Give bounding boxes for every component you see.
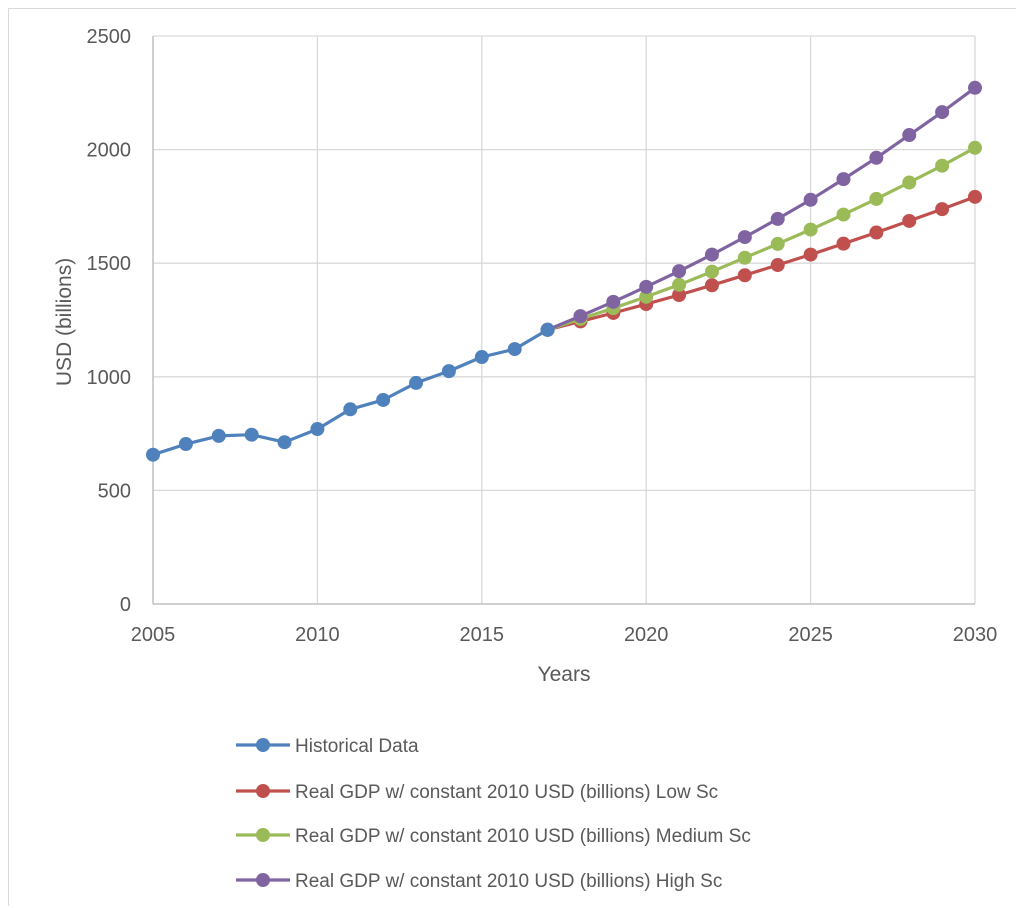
data-point [704, 247, 719, 262]
legend: Historical Data Real GDP w/ constant 2010… [236, 736, 751, 892]
data-point [672, 288, 687, 303]
data-point [803, 247, 818, 262]
x-tick-label: 2030 [953, 624, 998, 646]
data-point [836, 207, 851, 222]
data-point [244, 427, 259, 442]
data-point [211, 428, 226, 443]
series-line [546, 86, 976, 332]
data-point [935, 202, 950, 217]
axes [152, 36, 975, 605]
y-tick-label: 1000 [87, 367, 132, 389]
data-point [869, 150, 884, 165]
x-tick-label: 2015 [460, 624, 505, 646]
x-tick-label: 2005 [131, 624, 176, 646]
legend-item-1: Real GDP w/ constant 2010 USD (billions)… [236, 782, 718, 803]
y-tick-label: 2000 [87, 140, 132, 162]
data-point [540, 322, 555, 337]
y-tick-labels: 0 500 1000 1500 2000 2500 [87, 26, 132, 616]
legend-label: Real GDP w/ constant 2010 USD (billions)… [295, 871, 722, 892]
data-point [968, 80, 982, 95]
legend-item-3: Real GDP w/ constant 2010 USD (billions)… [236, 871, 722, 892]
legend-marker [256, 873, 270, 887]
data-point [770, 258, 785, 273]
data-point [935, 105, 950, 120]
data-point [507, 342, 522, 357]
data-point [573, 309, 588, 324]
data-point [277, 435, 292, 450]
x-tick-label: 2025 [788, 624, 833, 646]
y-tick-label: 0 [120, 594, 131, 616]
data-point [672, 264, 687, 279]
gridlines [153, 35, 976, 604]
legend-marker [256, 784, 270, 798]
legend-item-0: Historical Data [236, 736, 419, 757]
data-point [902, 213, 917, 228]
data-point [474, 350, 489, 365]
y-tick-label: 2500 [87, 26, 132, 48]
data-point [146, 447, 160, 462]
data-point [704, 264, 719, 279]
data-point [737, 250, 752, 265]
data-point [737, 230, 752, 245]
legend-marker [256, 828, 270, 842]
data-point [376, 392, 391, 407]
y-tick-label: 500 [98, 480, 131, 502]
data-point [968, 140, 982, 155]
data-point [770, 211, 785, 226]
legend-label: Historical Data [295, 736, 419, 757]
legend-item-2: Real GDP w/ constant 2010 USD (billions)… [236, 826, 751, 847]
data-point [803, 192, 818, 207]
data-point [409, 375, 424, 390]
data-point [639, 279, 654, 294]
data-point [639, 289, 654, 304]
data-point [836, 172, 851, 187]
data-point [869, 225, 884, 240]
legend-marker [256, 738, 270, 752]
data-point [178, 437, 193, 452]
x-tick-labels: 2005 2010 2015 2020 2025 2030 [131, 624, 998, 646]
series-3 [540, 80, 982, 337]
legend-label: Real GDP w/ constant 2010 USD (billions)… [295, 826, 751, 847]
chart-frame [8, 8, 1016, 906]
data-point [672, 277, 687, 292]
data-point [606, 294, 621, 309]
x-tick-label: 2010 [295, 624, 340, 646]
data-point [902, 175, 917, 190]
y-tick-label: 1500 [87, 253, 132, 275]
series-2 [540, 140, 982, 337]
data-point [935, 158, 950, 173]
y-axis-label: USD (billions) [53, 258, 76, 386]
legend-label: Real GDP w/ constant 2010 USD (billions)… [295, 782, 718, 803]
data-point [902, 128, 917, 143]
data-point [836, 236, 851, 251]
plot-area [146, 80, 982, 462]
x-tick-label: 2020 [624, 624, 669, 646]
data-point [803, 222, 818, 237]
data-point [770, 236, 785, 251]
data-point [869, 191, 884, 206]
series-0 [146, 322, 555, 462]
data-point [343, 402, 358, 417]
data-point [704, 278, 719, 293]
data-point [441, 364, 456, 379]
data-point [737, 268, 752, 283]
data-point [968, 189, 982, 204]
x-axis-label: Years [538, 663, 591, 686]
data-point [310, 422, 325, 437]
